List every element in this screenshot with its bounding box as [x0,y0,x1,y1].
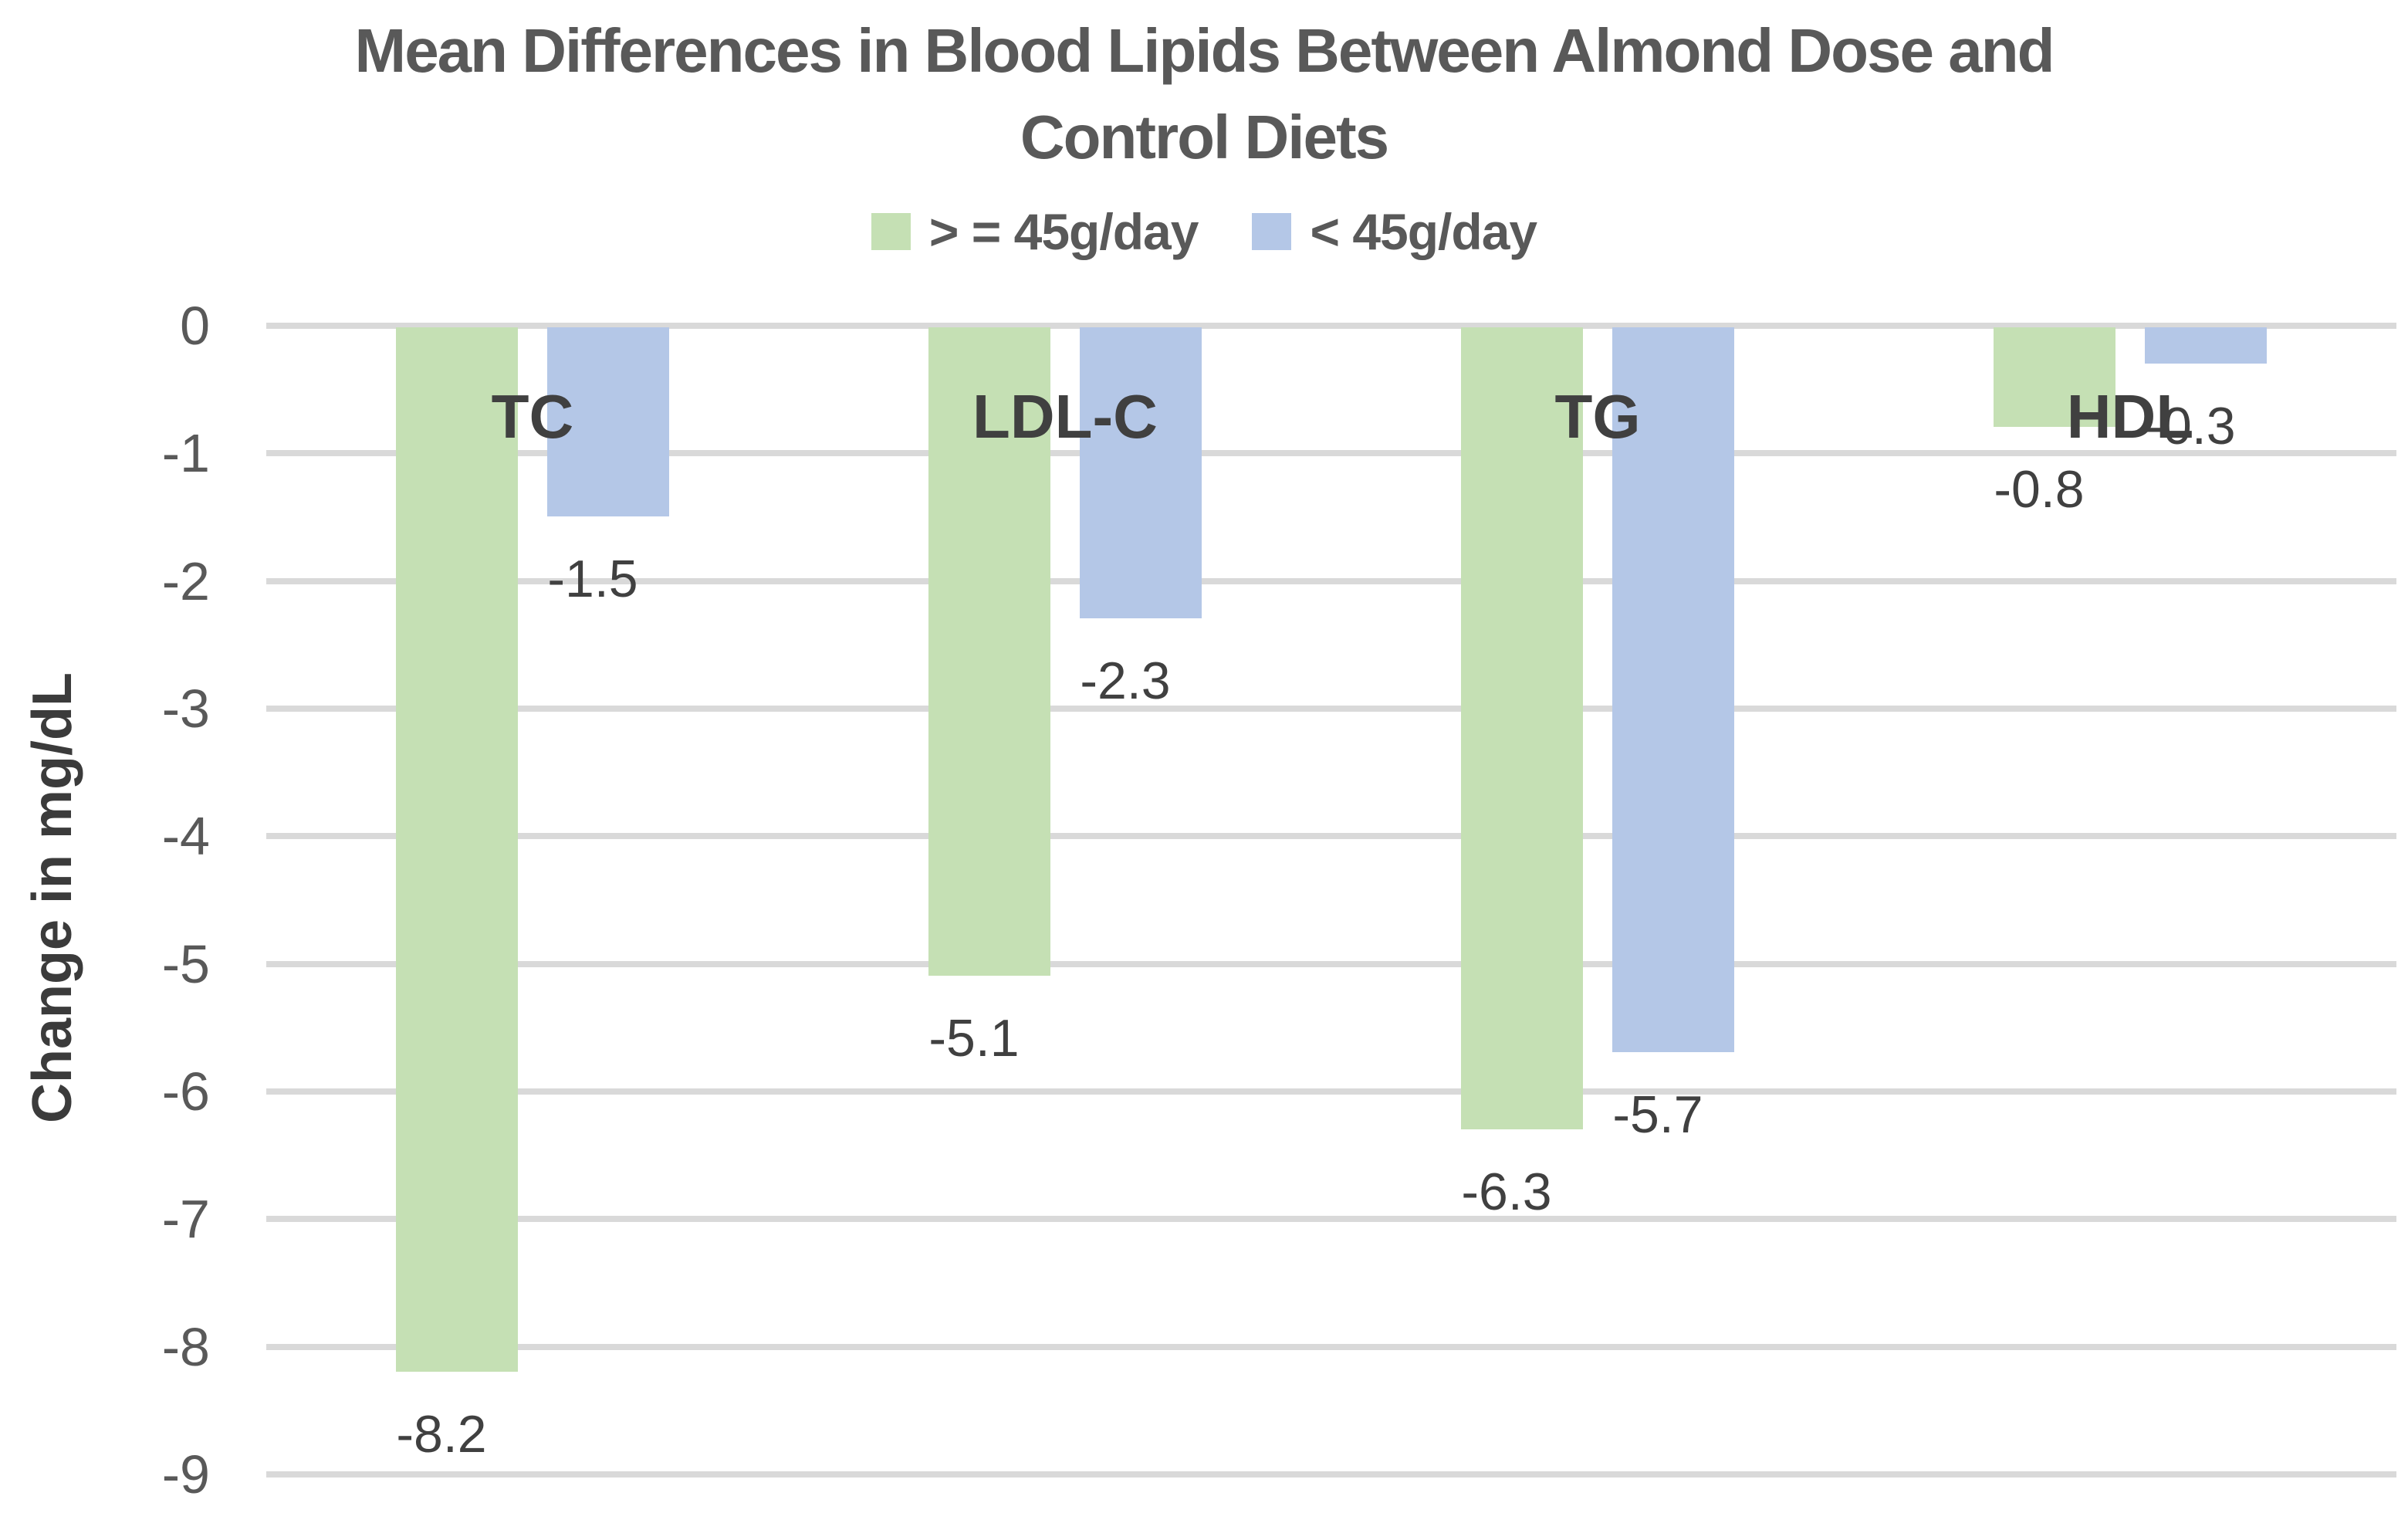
gridline-y-7 [266,1216,2396,1223]
chart-title-line2: Control Diets [1020,103,1389,171]
data-label-hdl-ge45: -0.8 [1994,460,2085,520]
legend-label-lt45: < 45g/day [1310,203,1537,260]
bar-hdl-ge45 [1994,327,2115,428]
gridline-y-8 [266,1343,2396,1350]
chart-title-line1: Mean Differences in Blood Lipids Between… [354,16,2055,85]
y-tick-label: -7 [161,1189,210,1250]
y-tick-label: -3 [161,678,210,739]
category-label-tc: TC [491,382,574,451]
y-tick-label: -4 [161,806,210,867]
gridline-y-2 [266,577,2396,584]
y-tick-label: -9 [161,1444,210,1505]
bar-hdl-lt45 [2145,327,2267,364]
chart-title: Mean Differences in Blood Lipids Between… [0,8,2408,181]
bar-ldlc-lt45 [1080,327,1202,619]
y-axis-title: Change in mg/dL [22,672,83,1123]
data-label-ldlc-lt45: -2.3 [1080,652,1171,711]
bar-tg-ge45 [1461,327,1583,1129]
gridline-y-3 [266,705,2396,712]
legend-item-lt45: < 45g/day [1252,202,1537,261]
legend-swatch-ge45-icon [871,213,911,250]
y-tick-label: -8 [161,1316,210,1377]
legend-item-ge45: > = 45g/day [871,202,1199,261]
category-label-ldlc: LDL-C [972,382,1158,451]
legend-label-ge45: > = 45g/day [928,203,1199,260]
chart-legend: > = 45g/day < 45g/day [0,202,2408,261]
data-label-ldlc-ge45: -5.1 [928,1009,1020,1068]
y-tick-label: 0 [180,296,210,356]
gridline-y-9 [266,1471,2396,1477]
y-tick-label: -1 [161,423,210,484]
category-label-hdl: HDL [2066,382,2194,451]
y-tick-label: -6 [161,1061,210,1122]
bar-tc-lt45 [547,327,669,516]
data-label-hdl-lt45: -0.3 [2145,396,2236,455]
gridline-y0 [266,323,2396,329]
bar-ldlc-ge45 [928,327,1050,977]
gridline-y-4 [266,833,2396,840]
data-label-tc-lt45: -1.5 [547,549,638,608]
data-label-tg-lt45: -5.7 [1612,1085,1703,1145]
data-label-tg-ge45: -6.3 [1461,1162,1552,1221]
bar-tg-lt45 [1612,327,1734,1053]
gridline-y-1 [266,450,2396,457]
y-tick-label: -2 [161,550,210,611]
legend-swatch-lt45-icon [1252,213,1292,250]
gridline-y-6 [266,1088,2396,1095]
y-tick-label: -5 [161,933,210,994]
category-label-tg: TG [1554,382,1641,451]
data-label-tc-ge45: -8.2 [396,1404,487,1464]
bar-tc-ge45 [396,327,518,1372]
gridline-y-5 [266,960,2396,967]
